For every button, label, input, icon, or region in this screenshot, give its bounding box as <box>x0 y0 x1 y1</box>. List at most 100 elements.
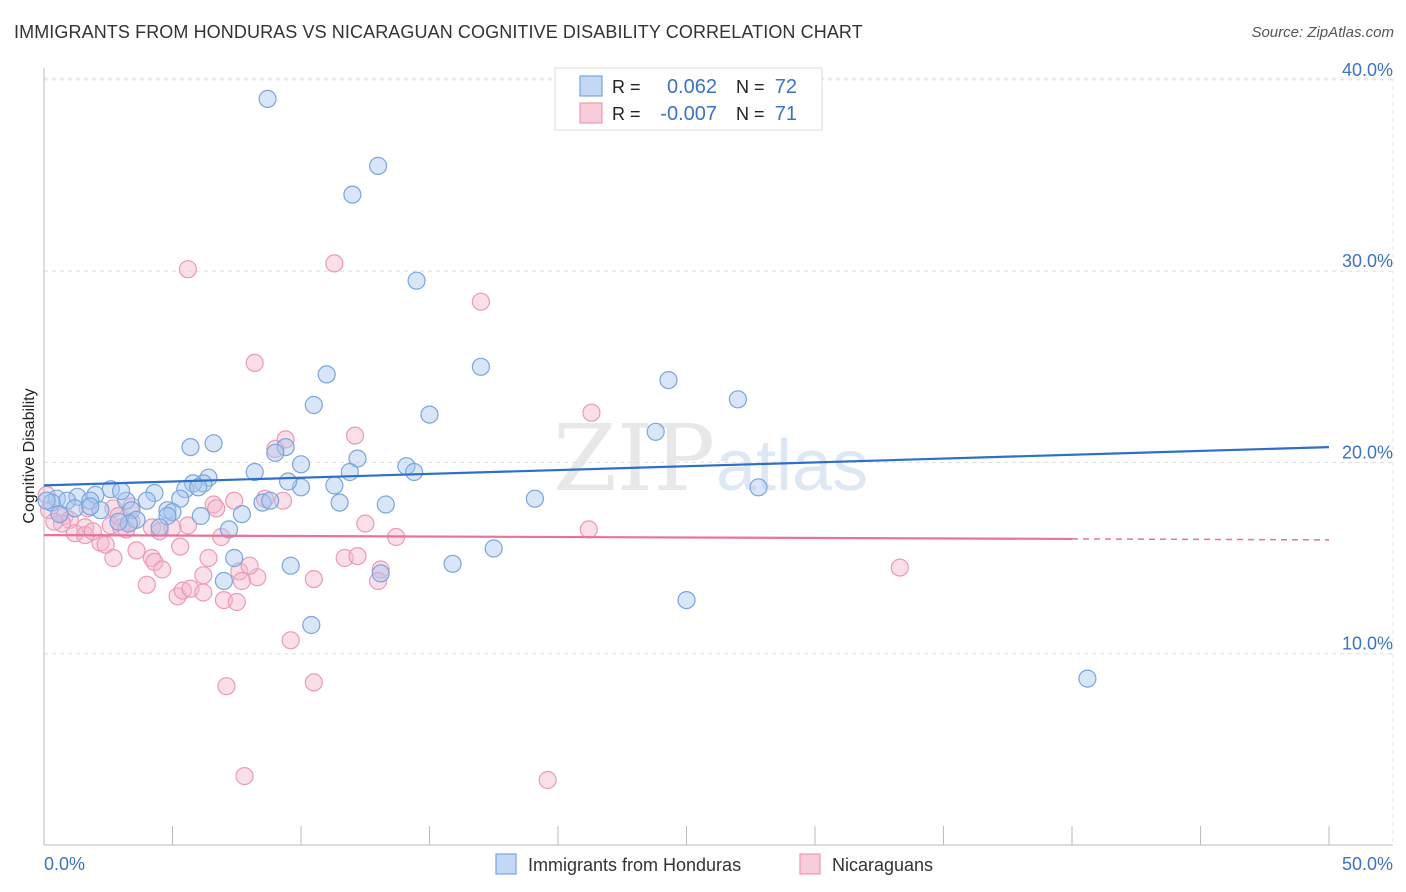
honduras-point-5 <box>317 365 336 384</box>
honduras-point-52 <box>232 504 251 524</box>
watermark-zip: ZIP <box>553 405 715 512</box>
honduras-point-58 <box>219 520 239 539</box>
nicaraguans-point-52 <box>194 583 213 602</box>
honduras-point-46 <box>91 501 110 520</box>
nicaraguans-point-60 <box>304 673 323 692</box>
honduras-point-41 <box>261 491 280 510</box>
honduras-point-68 <box>1078 669 1097 688</box>
nicaraguans-point-42 <box>153 560 172 579</box>
honduras-point-59 <box>150 518 169 537</box>
honduras-point-44 <box>525 489 545 508</box>
nicaraguans-point-54 <box>304 569 323 589</box>
honduras-point-66 <box>677 590 696 610</box>
honduras-point-61 <box>484 539 503 558</box>
legend-bottom-swatch-nicaraguans <box>799 853 821 875</box>
nicaraguans-point-34 <box>127 541 146 560</box>
honduras-point-42 <box>330 493 349 512</box>
honduras-point-33 <box>57 491 77 510</box>
honduras-point-45 <box>65 499 84 518</box>
honduras-point-7 <box>728 390 748 409</box>
nicaraguans-point-9 <box>273 491 293 510</box>
nicaraguans-point-61 <box>235 766 254 786</box>
honduras-point-1 <box>369 156 388 175</box>
source-label: Source: ZipAtlas.com <box>1251 24 1394 41</box>
nicaraguans-point-27 <box>356 514 375 533</box>
legend-r-label-nicaraguans: R = <box>612 104 641 124</box>
nicaraguans-point-1 <box>325 254 344 273</box>
legend-swatch-honduras <box>579 75 603 97</box>
honduras-point-14 <box>266 443 285 462</box>
x-tick-label-min: 0.0% <box>44 854 85 874</box>
watermark-atlas: atlas <box>716 426 868 506</box>
nicaraguans-point-57 <box>227 592 246 612</box>
honduras-point-4 <box>471 357 490 376</box>
nicaraguans-point-70 <box>240 556 259 575</box>
nicaraguans-point-0 <box>178 260 197 279</box>
nicaraguans-point-3 <box>245 353 264 372</box>
axes <box>43 68 1393 846</box>
honduras-point-9 <box>420 405 439 424</box>
legend-n-value-honduras: 72 <box>775 76 797 98</box>
honduras-point-53 <box>50 504 69 524</box>
nicaraguans-point-26 <box>207 499 226 518</box>
nicaraguans-point-62 <box>538 770 557 790</box>
honduras-point-60 <box>225 548 244 568</box>
honduras-point-28 <box>749 478 768 497</box>
legend-r-value-nicaraguans: -0.007 <box>660 103 717 125</box>
honduras-point-63 <box>281 556 300 575</box>
honduras-point-57 <box>109 512 128 531</box>
nicaraguans-point-41 <box>348 546 367 566</box>
honduras-point-29 <box>145 483 164 503</box>
legend-r-label-honduras: R = <box>612 77 641 97</box>
honduras-point-6 <box>659 371 678 390</box>
honduras-point-12 <box>181 438 200 457</box>
legend-series: Immigrants from Honduras Nicaraguans <box>495 853 933 875</box>
y-tick-labels: 10.0% 20.0% 30.0% 40.0% <box>1342 60 1393 654</box>
legend-swatch-nicaraguans <box>579 102 603 124</box>
nicaraguans-point-58 <box>281 631 300 650</box>
honduras-point-65 <box>214 571 233 591</box>
nicaraguans-point-5 <box>345 426 365 445</box>
honduras-point-47 <box>122 501 141 520</box>
honduras-point-43 <box>376 495 395 514</box>
honduras-point-3 <box>407 271 426 290</box>
honduras-point-62 <box>443 554 462 573</box>
legend-bottom-label-honduras: Immigrants from Honduras <box>528 855 741 875</box>
nicaraguans-point-39 <box>199 548 218 568</box>
legend-n-value-nicaraguans: 71 <box>775 103 797 125</box>
honduras-point-15 <box>348 449 367 468</box>
nicaraguans-point-10 <box>225 491 244 510</box>
trend-lines <box>43 445 1330 541</box>
nicaraguans-point-47 <box>890 558 909 577</box>
honduras-point-20 <box>340 462 359 482</box>
chart-title: IMMIGRANTS FROM HONDURAS VS NICARAGUAN C… <box>14 22 863 42</box>
nicaraguans-point-36 <box>104 548 123 568</box>
nicaraguans-trend-extension <box>1071 538 1330 541</box>
honduras-point-19 <box>245 462 264 482</box>
x-tick-label-max: 50.0% <box>1342 854 1393 874</box>
honduras-point-67 <box>302 615 321 635</box>
nicaraguans-point-48 <box>137 575 156 594</box>
nicaraguans-point-59 <box>217 677 236 696</box>
honduras-point-71 <box>279 472 298 491</box>
y-tick-label-20: 20.0% <box>1342 442 1393 462</box>
y-tick-label-30: 30.0% <box>1342 251 1393 271</box>
honduras-point-39 <box>171 489 190 508</box>
honduras-point-69 <box>111 482 131 501</box>
honduras-points <box>37 89 1097 688</box>
honduras-point-64 <box>371 564 390 583</box>
legend-n-label-nicaraguans: N = <box>736 104 765 124</box>
nicaraguans-point-67 <box>83 522 102 541</box>
y-axis-title: Cognitive Disability <box>21 388 38 523</box>
honduras-point-24 <box>325 476 344 495</box>
honduras-point-0 <box>258 89 277 109</box>
watermark: ZIP atlas <box>553 405 868 512</box>
legend-bottom-label-nicaraguans: Nicaraguans <box>832 855 933 875</box>
nicaraguans-point-25 <box>178 516 197 535</box>
honduras-point-36 <box>117 491 136 510</box>
legend-stats: R = 0.062 N = 72 R = -0.007 N = 71 <box>554 67 823 131</box>
honduras-point-2 <box>343 185 362 204</box>
honduras-point-70 <box>189 478 208 497</box>
y-tick-label-10: 10.0% <box>1342 634 1393 654</box>
honduras-point-10 <box>646 422 665 441</box>
